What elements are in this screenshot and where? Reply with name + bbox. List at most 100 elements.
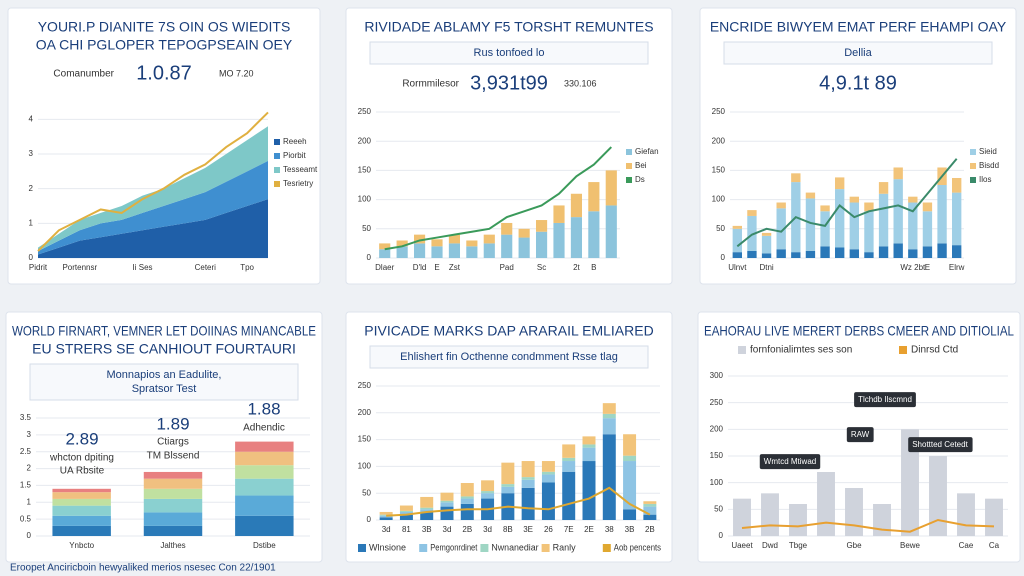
bar <box>541 482 555 520</box>
legend-label: Ilos <box>979 175 991 184</box>
bar <box>570 217 583 258</box>
bar <box>448 234 461 244</box>
bar <box>732 225 742 229</box>
bar <box>849 196 859 203</box>
y-tick-label: 250 <box>710 398 724 407</box>
y-tick-label: 50 <box>714 504 723 513</box>
bar <box>460 498 474 504</box>
y-tick-label: 250 <box>358 107 372 116</box>
bar <box>143 471 203 479</box>
bar <box>747 210 757 216</box>
bar <box>562 471 576 520</box>
bar <box>396 240 408 247</box>
bar <box>541 474 555 483</box>
bar <box>143 512 203 526</box>
x-tick-label: Dtni <box>759 263 773 272</box>
y-tick-label: 100 <box>358 462 372 471</box>
bar <box>605 205 617 258</box>
bar <box>805 250 816 258</box>
legend-label: Bisdd <box>979 161 999 170</box>
x-tick-label: Wz 2bt <box>900 263 926 272</box>
bar <box>521 477 535 480</box>
kpi-label: Comanumber <box>53 69 114 80</box>
bar <box>820 211 830 247</box>
bar <box>440 500 454 503</box>
bar <box>761 232 772 236</box>
bar <box>582 444 596 448</box>
legend-label: Giefan <box>635 147 659 156</box>
bar <box>582 436 596 445</box>
bar <box>835 247 845 258</box>
y-tick-label: 2.5 <box>20 447 32 456</box>
bar <box>553 205 565 223</box>
annotation: TM Blssend <box>147 451 200 462</box>
legend-label: Bei <box>635 161 647 170</box>
bar <box>623 455 637 462</box>
annotation: Ctiargs <box>157 437 189 448</box>
area <box>38 160 268 255</box>
bar <box>602 413 616 419</box>
bar <box>431 246 443 258</box>
legend-label: Pemgonrdinet <box>430 542 478 552</box>
subtitle-box <box>369 41 649 65</box>
bar <box>420 511 434 520</box>
area <box>38 199 268 258</box>
x-tick-label: Pad <box>500 263 514 272</box>
panel-title: ENCRIDE BIWYEM EMAT PERF EHAMPI OAY <box>710 19 1007 35</box>
x-tick-label: Gbe <box>846 541 862 550</box>
x-tick-label: Tbge <box>789 541 808 550</box>
bar <box>588 211 600 258</box>
bar <box>52 515 111 526</box>
x-tick-label: Tpo <box>240 263 254 272</box>
bar <box>922 211 933 247</box>
bar <box>52 492 111 499</box>
bar <box>835 177 845 190</box>
annotation-tag: Shottted Cetedt <box>912 440 968 449</box>
x-tick-label: 3B <box>422 525 432 534</box>
bar <box>908 249 918 258</box>
x-tick-label: Uaeet <box>731 541 753 550</box>
x-tick-label: Cae <box>959 541 974 550</box>
bar <box>448 243 461 258</box>
bar <box>420 496 434 508</box>
line <box>741 518 995 533</box>
bar <box>893 243 903 258</box>
legend-swatch <box>738 346 746 354</box>
bar <box>761 253 772 258</box>
y-tick-label: 0 <box>719 531 724 540</box>
bar <box>379 243 391 250</box>
subtitle: Dellia <box>844 47 872 59</box>
bar <box>518 228 530 238</box>
bar <box>570 193 583 218</box>
x-tick-label: 2t <box>573 263 580 272</box>
bar <box>396 246 408 258</box>
bar <box>776 202 786 209</box>
bar <box>143 478 203 489</box>
line <box>386 486 651 517</box>
subtitle: Ehlishert fin Octhenne condmment Rsse tl… <box>400 351 618 363</box>
y-tick-label: 100 <box>358 195 372 204</box>
y-tick-label: 1.5 <box>20 481 32 490</box>
bar <box>399 505 413 511</box>
footer: Eroopet Anciricboin hewyaliked merios ns… <box>10 563 276 574</box>
panel-title: PIVICADE MARKS DAP ARARAIL EMLIARED <box>364 323 653 339</box>
x-tick-label: Bewe <box>900 541 921 550</box>
bar <box>521 479 535 488</box>
bar <box>399 514 413 520</box>
bar <box>820 205 830 212</box>
bar <box>235 465 294 479</box>
bar <box>957 493 975 536</box>
x-tick-label: Dwd <box>762 541 778 550</box>
bar <box>501 484 515 487</box>
bar <box>52 498 111 506</box>
y-tick-label: 100 <box>712 195 726 204</box>
y-tick-label: 0 <box>721 253 726 262</box>
x-tick-label: E <box>434 263 439 272</box>
legend-label: Sieid <box>979 147 997 156</box>
bar <box>235 441 294 452</box>
bar <box>413 243 426 258</box>
x-tick-label: Ii Ses <box>133 263 153 272</box>
x-tick-label: 26 <box>544 525 553 534</box>
annotation: whcton dpiting <box>49 453 114 464</box>
